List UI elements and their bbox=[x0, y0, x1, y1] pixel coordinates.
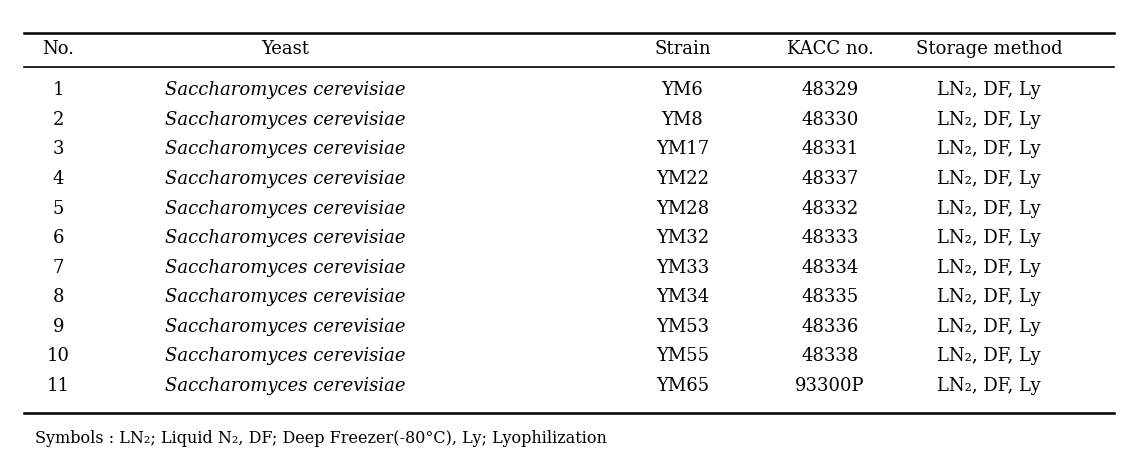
Text: LN₂, DF, Ly: LN₂, DF, Ly bbox=[938, 318, 1041, 336]
Text: LN₂, DF, Ly: LN₂, DF, Ly bbox=[938, 288, 1041, 306]
Text: 48335: 48335 bbox=[801, 288, 859, 306]
Text: 93300P: 93300P bbox=[795, 377, 865, 395]
Text: YM32: YM32 bbox=[655, 229, 709, 247]
Text: LN₂, DF, Ly: LN₂, DF, Ly bbox=[938, 259, 1041, 277]
Text: 6: 6 bbox=[52, 229, 64, 247]
Text: 48337: 48337 bbox=[801, 170, 859, 188]
Text: 5: 5 bbox=[52, 200, 64, 218]
Text: Saccharomyces cerevisiae: Saccharomyces cerevisiae bbox=[165, 229, 405, 247]
Text: 7: 7 bbox=[52, 259, 64, 277]
Text: YM22: YM22 bbox=[655, 170, 709, 188]
Text: LN₂, DF, Ly: LN₂, DF, Ly bbox=[938, 170, 1041, 188]
Text: YM28: YM28 bbox=[655, 200, 709, 218]
Text: LN₂, DF, Ly: LN₂, DF, Ly bbox=[938, 377, 1041, 395]
Text: YM65: YM65 bbox=[655, 377, 709, 395]
Text: 8: 8 bbox=[52, 288, 64, 306]
Text: 48331: 48331 bbox=[801, 140, 859, 158]
Text: 48333: 48333 bbox=[801, 229, 859, 247]
Text: YM17: YM17 bbox=[655, 140, 709, 158]
Text: 2: 2 bbox=[52, 111, 64, 129]
Text: 9: 9 bbox=[52, 318, 64, 336]
Text: LN₂, DF, Ly: LN₂, DF, Ly bbox=[938, 200, 1041, 218]
Text: LN₂, DF, Ly: LN₂, DF, Ly bbox=[938, 348, 1041, 365]
Text: YM53: YM53 bbox=[655, 318, 709, 336]
Text: LN₂, DF, Ly: LN₂, DF, Ly bbox=[938, 140, 1041, 158]
Text: Saccharomyces cerevisiae: Saccharomyces cerevisiae bbox=[165, 140, 405, 158]
Text: 48330: 48330 bbox=[801, 111, 859, 129]
Text: Storage method: Storage method bbox=[916, 40, 1063, 58]
Text: 48338: 48338 bbox=[801, 348, 859, 365]
Text: 10: 10 bbox=[47, 348, 69, 365]
Text: 4: 4 bbox=[52, 170, 64, 188]
Text: Symbols : LN₂; Liquid N₂, DF; Deep Freezer(-80°C), Ly; Lyophilization: Symbols : LN₂; Liquid N₂, DF; Deep Freez… bbox=[35, 430, 608, 447]
Text: 48332: 48332 bbox=[801, 200, 859, 218]
Text: Saccharomyces cerevisiae: Saccharomyces cerevisiae bbox=[165, 318, 405, 336]
Text: LN₂, DF, Ly: LN₂, DF, Ly bbox=[938, 229, 1041, 247]
Text: 48329: 48329 bbox=[801, 81, 859, 99]
Text: Saccharomyces cerevisiae: Saccharomyces cerevisiae bbox=[165, 81, 405, 99]
Text: Strain: Strain bbox=[654, 40, 711, 58]
Text: 1: 1 bbox=[52, 81, 64, 99]
Text: YM55: YM55 bbox=[655, 348, 709, 365]
Text: Saccharomyces cerevisiae: Saccharomyces cerevisiae bbox=[165, 170, 405, 188]
Text: Yeast: Yeast bbox=[262, 40, 310, 58]
Text: 3: 3 bbox=[52, 140, 64, 158]
Text: 48336: 48336 bbox=[801, 318, 859, 336]
Text: 48334: 48334 bbox=[801, 259, 859, 277]
Text: YM33: YM33 bbox=[655, 259, 709, 277]
Text: Saccharomyces cerevisiae: Saccharomyces cerevisiae bbox=[165, 288, 405, 306]
Text: YM8: YM8 bbox=[661, 111, 703, 129]
Text: YM34: YM34 bbox=[655, 288, 709, 306]
Text: Saccharomyces cerevisiae: Saccharomyces cerevisiae bbox=[165, 200, 405, 218]
Text: LN₂, DF, Ly: LN₂, DF, Ly bbox=[938, 111, 1041, 129]
Text: LN₂, DF, Ly: LN₂, DF, Ly bbox=[938, 81, 1041, 99]
Text: Saccharomyces cerevisiae: Saccharomyces cerevisiae bbox=[165, 377, 405, 395]
Text: No.: No. bbox=[42, 40, 74, 58]
Text: Saccharomyces cerevisiae: Saccharomyces cerevisiae bbox=[165, 348, 405, 365]
Text: Saccharomyces cerevisiae: Saccharomyces cerevisiae bbox=[165, 259, 405, 277]
Text: 11: 11 bbox=[47, 377, 69, 395]
Text: KACC no.: KACC no. bbox=[786, 40, 874, 58]
Text: YM6: YM6 bbox=[661, 81, 703, 99]
Text: Saccharomyces cerevisiae: Saccharomyces cerevisiae bbox=[165, 111, 405, 129]
